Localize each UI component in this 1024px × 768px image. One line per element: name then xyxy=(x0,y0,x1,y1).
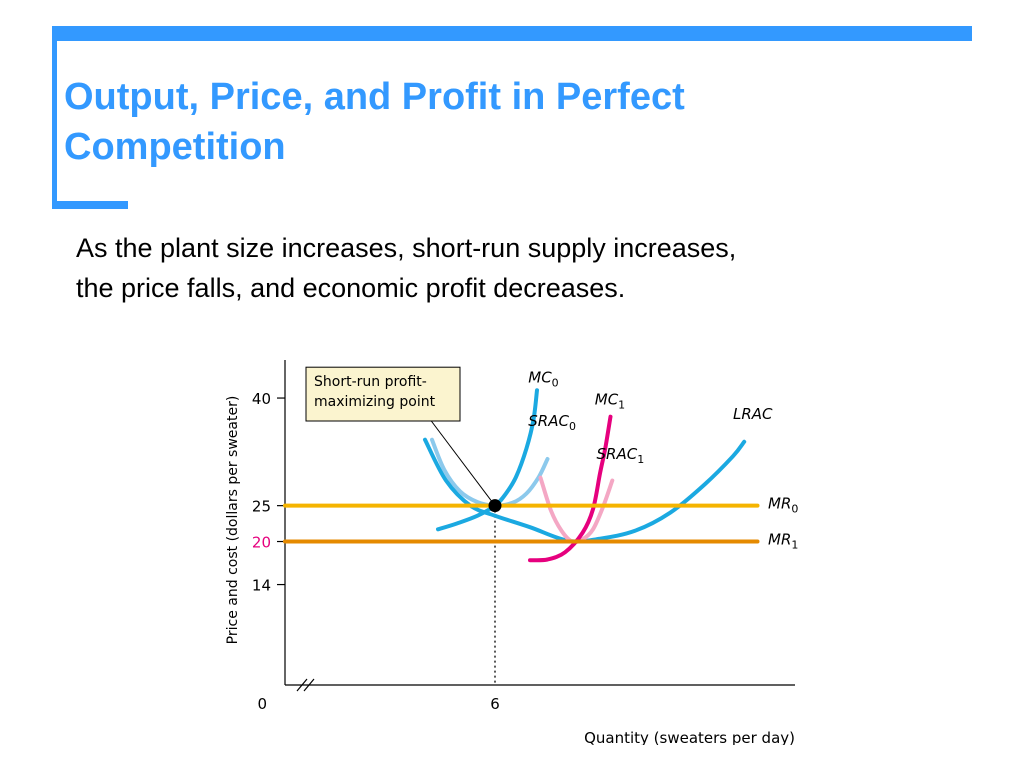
slide-title-line-1: Output, Price, and Profit in Perfect xyxy=(64,76,685,118)
slide-body-line-2: the price falls, and economic profit dec… xyxy=(76,273,626,303)
axis-break-mark xyxy=(303,678,315,692)
annotation-box xyxy=(305,366,461,422)
mc0-curve xyxy=(436,388,539,532)
srac1-curve xyxy=(538,475,615,545)
title-rule-left xyxy=(52,26,57,206)
slide-body-line-1: As the plant size increases, short-run s… xyxy=(76,233,737,263)
srac0-label: SRAC0 xyxy=(528,412,576,433)
annotation-pointer xyxy=(430,420,496,506)
y-axis-title: Price and cost (dollars per sweater) xyxy=(225,396,241,645)
x-tick-label: 6 xyxy=(490,695,500,713)
slide-title: Output, Price, and Profit in Perfect Com… xyxy=(64,72,964,172)
mc0-label: MC0 xyxy=(528,368,558,389)
y-tick-label: 14 xyxy=(252,577,271,595)
title-rule-bottom xyxy=(52,201,128,209)
slide-title-line-2: Competition xyxy=(64,126,286,168)
cost-curves-chart: 40 25 20 14 6 0 Quantity (sweaters per day) Pri… xyxy=(225,360,798,745)
mc1-label: MC1 xyxy=(595,391,625,412)
annotation-text-line: maximizing point xyxy=(314,394,436,410)
origin-label: 0 xyxy=(257,695,267,713)
srac1-label: SRAC1 xyxy=(597,445,645,466)
y-tick-label: 25 xyxy=(252,498,271,516)
srac0-curve xyxy=(430,437,550,508)
slide-body-text: As the plant size increases, short-run s… xyxy=(76,228,956,308)
profit-maximizing-point xyxy=(488,499,502,513)
lrac-label: LRAC xyxy=(733,405,773,423)
annotation-text-line: Short-run profit- xyxy=(314,374,427,390)
mr0-label: MR0 xyxy=(768,495,798,516)
title-rule-top xyxy=(52,26,972,41)
y-tick-label: 40 xyxy=(252,390,271,408)
mr1-label: MR1 xyxy=(768,530,798,551)
y-tick-label: 20 xyxy=(252,534,271,552)
axis-break-mark xyxy=(296,678,308,692)
mc1-curve xyxy=(528,414,613,563)
x-axis-title: Quantity (sweaters per day) xyxy=(584,729,795,745)
